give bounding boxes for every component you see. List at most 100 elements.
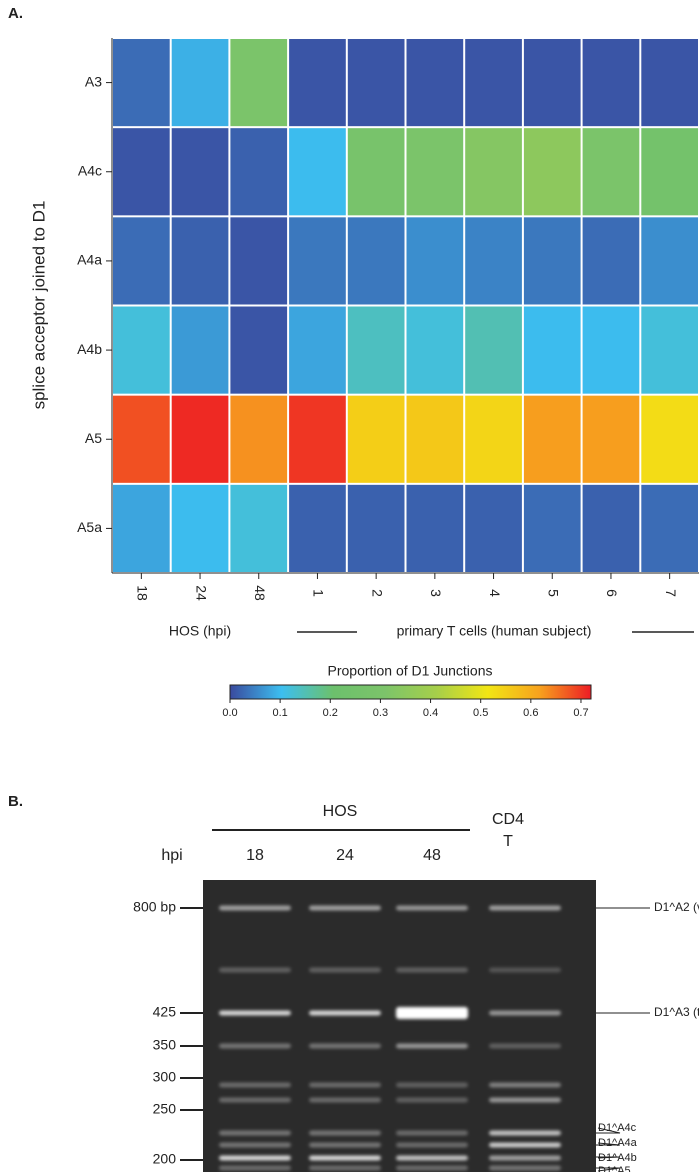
cell bbox=[171, 128, 229, 216]
cell bbox=[347, 217, 405, 305]
band bbox=[396, 1165, 468, 1171]
lane-label: 48 bbox=[423, 847, 441, 864]
cell bbox=[641, 395, 698, 483]
cell bbox=[113, 217, 170, 305]
band bbox=[396, 1043, 468, 1049]
cell bbox=[171, 306, 229, 394]
cell bbox=[465, 395, 522, 483]
band bbox=[489, 1155, 561, 1161]
band bbox=[396, 1082, 468, 1088]
band bbox=[219, 1010, 291, 1016]
y-tick-label: A3 bbox=[85, 73, 102, 89]
cell bbox=[230, 217, 288, 305]
cell bbox=[582, 484, 640, 572]
cell bbox=[641, 128, 698, 216]
band bbox=[489, 1097, 561, 1103]
cell bbox=[582, 306, 640, 394]
band bbox=[219, 967, 291, 973]
panel-label: B. bbox=[8, 793, 23, 810]
cell bbox=[523, 128, 581, 216]
band-leader bbox=[596, 1156, 621, 1159]
cell bbox=[347, 395, 405, 483]
band bbox=[219, 1155, 291, 1161]
size-marker-label: 250 bbox=[153, 1101, 177, 1117]
cell bbox=[641, 306, 698, 394]
band bbox=[219, 905, 291, 911]
cell bbox=[289, 484, 346, 572]
band-label: D1^A4c bbox=[598, 1122, 637, 1134]
cell bbox=[230, 128, 288, 216]
band bbox=[489, 1165, 561, 1171]
cell bbox=[523, 484, 581, 572]
band bbox=[489, 1010, 561, 1016]
band-label: D1^A4a bbox=[598, 1137, 638, 1149]
band bbox=[219, 1097, 291, 1103]
cell bbox=[641, 217, 698, 305]
lane-label: 18 bbox=[246, 847, 264, 864]
x-tick-label: 4 bbox=[487, 589, 503, 597]
cell bbox=[406, 217, 464, 305]
cell bbox=[171, 217, 229, 305]
band-label: D1^A4b bbox=[598, 1152, 637, 1164]
cell bbox=[230, 484, 288, 572]
colorbar-tick-label: 0.1 bbox=[272, 707, 287, 719]
band bbox=[489, 1082, 561, 1088]
colorbar-tick-label: 0.4 bbox=[423, 707, 438, 719]
cell bbox=[406, 395, 464, 483]
cell bbox=[230, 306, 288, 394]
cell bbox=[289, 306, 346, 394]
x-tick-label: 24 bbox=[193, 585, 209, 601]
cell bbox=[113, 306, 170, 394]
colorbar-tick-label: 0.5 bbox=[473, 707, 488, 719]
x-tick-label: 2 bbox=[369, 589, 385, 597]
band bbox=[396, 1155, 468, 1161]
colorbar-tick-label: 0.0 bbox=[222, 707, 237, 719]
cell bbox=[289, 39, 346, 127]
cell bbox=[171, 39, 229, 127]
cell bbox=[582, 395, 640, 483]
y-tick-label: A4b bbox=[77, 341, 102, 357]
x-tick-label: 48 bbox=[252, 585, 268, 601]
cell bbox=[523, 306, 581, 394]
cell bbox=[113, 128, 170, 216]
cell bbox=[230, 39, 288, 127]
cell bbox=[406, 484, 464, 572]
band bbox=[219, 1130, 291, 1136]
lane-label: T bbox=[503, 833, 513, 850]
cell bbox=[582, 128, 640, 216]
band bbox=[489, 1043, 561, 1049]
gel-bands bbox=[219, 905, 561, 1171]
band bbox=[309, 1142, 381, 1148]
size-marker-label: 425 bbox=[153, 1004, 177, 1020]
cell bbox=[582, 39, 640, 127]
size-marker-label: 200 bbox=[153, 1151, 177, 1167]
cell bbox=[523, 39, 581, 127]
group-label: HOS bbox=[323, 803, 358, 820]
cell bbox=[523, 395, 581, 483]
cell bbox=[641, 39, 698, 127]
cell bbox=[113, 395, 170, 483]
cell bbox=[406, 128, 464, 216]
hpi-label: hpi bbox=[161, 847, 182, 864]
size-marker-label: 350 bbox=[153, 1037, 177, 1053]
band bbox=[309, 1097, 381, 1103]
band bbox=[309, 1043, 381, 1049]
colorbar-tick-label: 0.2 bbox=[323, 707, 338, 719]
band bbox=[396, 1097, 468, 1103]
cell bbox=[641, 484, 698, 572]
band bbox=[309, 1165, 381, 1171]
y-tick-label: A5a bbox=[77, 519, 102, 535]
band bbox=[396, 967, 468, 973]
band bbox=[309, 905, 381, 911]
x-tick-label: 18 bbox=[135, 585, 151, 601]
band bbox=[309, 1082, 381, 1088]
band bbox=[309, 967, 381, 973]
cell bbox=[523, 217, 581, 305]
band-leader bbox=[596, 1167, 621, 1172]
cell bbox=[582, 217, 640, 305]
band bbox=[489, 905, 561, 911]
cell bbox=[113, 39, 170, 127]
cell bbox=[465, 39, 522, 127]
